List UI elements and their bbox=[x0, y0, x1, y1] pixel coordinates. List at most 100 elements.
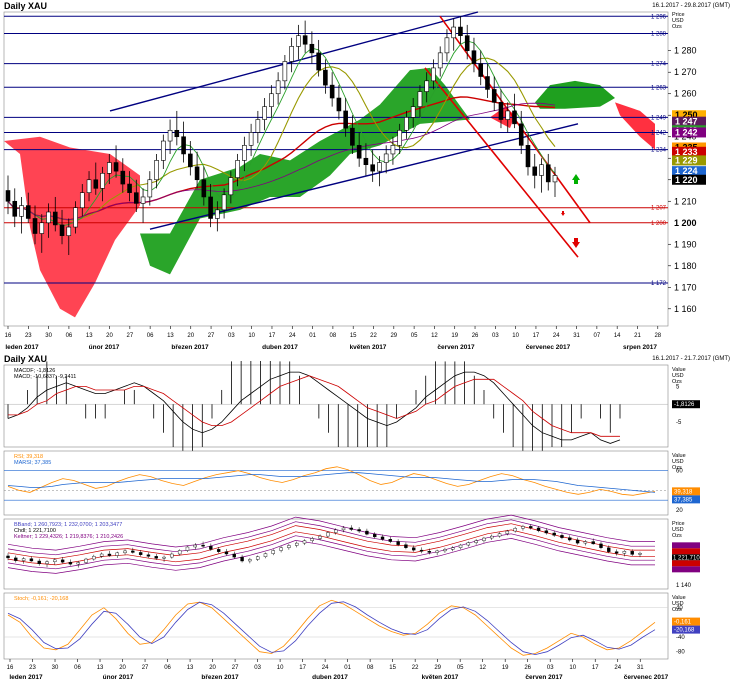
x-tick-label: 01 bbox=[309, 333, 316, 339]
mini-candle bbox=[68, 559, 73, 566]
mini-candle-body bbox=[310, 538, 314, 541]
mini-candle-body bbox=[607, 547, 611, 552]
candle-body bbox=[208, 196, 213, 219]
mini-candle-body bbox=[497, 533, 502, 537]
mini-candle-body bbox=[365, 530, 369, 535]
mini-candle-body bbox=[60, 559, 65, 563]
moving-average-line bbox=[7, 57, 556, 221]
candle bbox=[525, 132, 531, 176]
mini-candle bbox=[99, 552, 104, 558]
candle bbox=[181, 121, 186, 163]
candle bbox=[363, 143, 369, 176]
candle bbox=[302, 20, 308, 53]
mini-candle-body bbox=[505, 530, 510, 534]
x-month-label: květen 2017 bbox=[422, 674, 459, 681]
mini-candle bbox=[435, 549, 439, 556]
x-tick-label: 27 bbox=[208, 333, 215, 339]
stoch-badge-bg bbox=[672, 625, 700, 634]
mini-candle-body bbox=[84, 558, 88, 563]
x-tick-label: 17 bbox=[533, 333, 540, 339]
candle-body bbox=[39, 222, 45, 234]
x-tick-label: 12 bbox=[431, 333, 438, 339]
mini-candle bbox=[412, 545, 416, 552]
mini-candle bbox=[209, 543, 213, 551]
y-tick-label: 1 260 bbox=[674, 89, 697, 99]
candle-body bbox=[100, 173, 105, 189]
mini-candle-body bbox=[544, 530, 549, 534]
candle-body bbox=[518, 123, 524, 146]
mini-candle bbox=[185, 545, 190, 553]
price-chart[interactable]: 1 296 1 288 1 274 1 263 1 249 1 242 1 234 1 207… bbox=[0, 8, 736, 353]
x-tick-label: 06 bbox=[147, 333, 154, 339]
cloud-bullish-future bbox=[535, 80, 615, 109]
mini-candle-body bbox=[318, 535, 322, 539]
candle bbox=[390, 136, 396, 165]
y-tick-label: -40 bbox=[676, 635, 685, 641]
mini-candle bbox=[146, 552, 151, 558]
mini-candle bbox=[427, 548, 432, 555]
candle-body bbox=[424, 80, 429, 92]
mini-candle bbox=[583, 540, 588, 546]
candle bbox=[275, 72, 281, 105]
mini-candle-body bbox=[357, 529, 361, 532]
mini-candle bbox=[318, 534, 322, 541]
mini-candle-body bbox=[552, 532, 556, 536]
indicator-legend: MARSI; 37,385 bbox=[14, 460, 51, 466]
x-tick-label: 06 bbox=[66, 333, 73, 339]
candle-body bbox=[154, 160, 159, 181]
candle bbox=[410, 98, 416, 129]
candle bbox=[59, 209, 65, 245]
candle-body bbox=[491, 89, 497, 103]
candle bbox=[120, 158, 126, 193]
mini-candle bbox=[451, 546, 455, 552]
mini-candle-body bbox=[599, 543, 603, 548]
axis-caption: Ozs bbox=[672, 533, 682, 539]
axis-caption: USD bbox=[672, 18, 684, 24]
candle bbox=[106, 153, 112, 185]
band-badge bbox=[672, 566, 700, 573]
x-tick-label: 22 bbox=[370, 333, 377, 339]
price-badge: 1 242 bbox=[672, 127, 706, 138]
axis-caption: Price bbox=[672, 521, 685, 527]
candle-body bbox=[46, 211, 51, 224]
candle bbox=[431, 59, 436, 90]
axis-caption: Ozs bbox=[672, 607, 682, 613]
candle bbox=[397, 123, 402, 154]
level-label: 1 274 bbox=[651, 62, 667, 68]
mini-candle-body bbox=[396, 541, 400, 545]
candle-body bbox=[390, 145, 396, 155]
candle bbox=[269, 85, 274, 118]
mini-candle bbox=[466, 541, 471, 547]
candle-body bbox=[363, 157, 369, 165]
mini-candle-body bbox=[146, 554, 151, 557]
candle-body bbox=[505, 110, 511, 120]
y-tick-label: 60 bbox=[676, 469, 683, 475]
mini-candle bbox=[622, 550, 627, 557]
rsi-line bbox=[7, 472, 656, 493]
x-tick-label: 24 bbox=[322, 665, 329, 671]
candle-body bbox=[323, 69, 328, 86]
candle-body bbox=[86, 179, 92, 193]
indicator-legend: MACDF; -1,8126 bbox=[14, 368, 55, 374]
candle bbox=[478, 50, 484, 86]
mini-candle bbox=[560, 533, 564, 540]
x-tick-label: 06 bbox=[74, 665, 81, 671]
mini-candle-body bbox=[302, 540, 307, 544]
axis-caption: Ozs bbox=[672, 465, 682, 471]
candle-body bbox=[451, 26, 457, 39]
candle-body bbox=[471, 50, 477, 64]
x-month-label: leden 2017 bbox=[9, 674, 43, 681]
candle bbox=[370, 149, 375, 182]
mini-candle-body bbox=[224, 551, 229, 555]
indicator-panels: Daily XAU 16.1.2017 - 21.7.2017 (GMT) MA… bbox=[0, 353, 736, 682]
mini-candle bbox=[6, 553, 10, 561]
candle-body bbox=[194, 166, 200, 181]
candle-body bbox=[525, 145, 531, 168]
indicator-pane bbox=[3, 592, 669, 660]
mini-candle bbox=[302, 539, 307, 546]
chdl-badge: 1 221,7100 bbox=[673, 555, 704, 561]
y-tick-label: 1 180 bbox=[674, 261, 697, 271]
price-badge: 1 247 bbox=[672, 116, 706, 127]
x-month-label: duben 2017 bbox=[262, 344, 298, 351]
